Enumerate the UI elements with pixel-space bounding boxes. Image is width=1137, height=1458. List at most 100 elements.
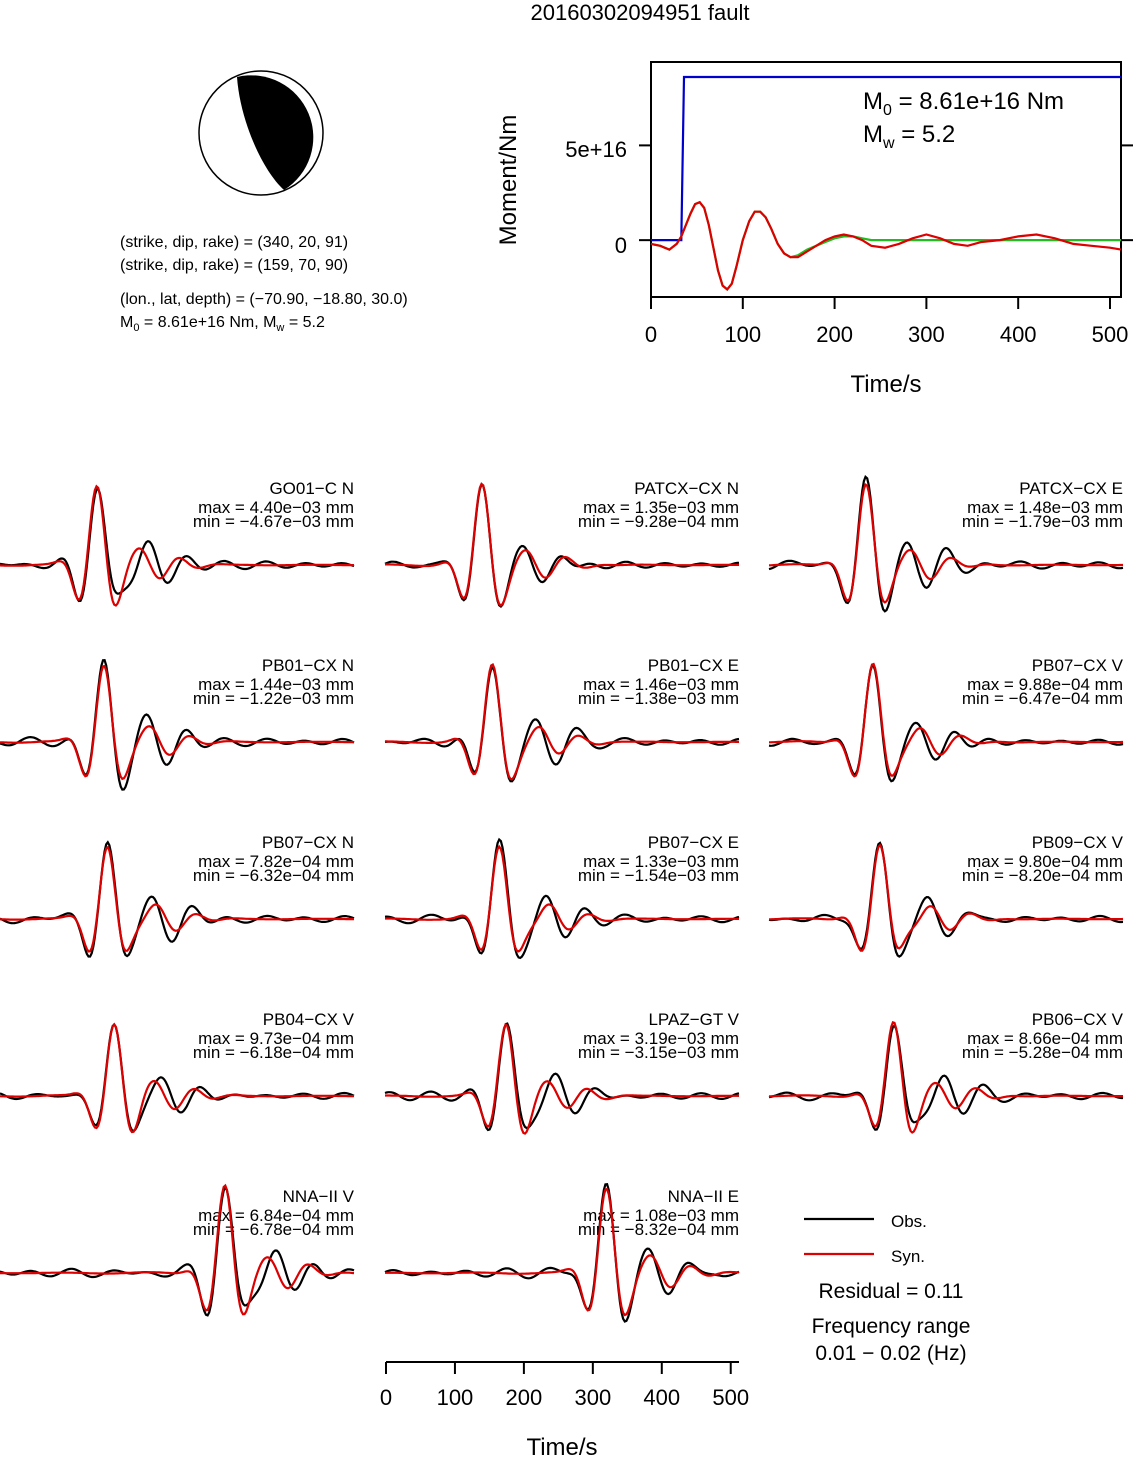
- station-name: PATCX−CX N: [634, 479, 739, 498]
- synthetic-trace: [769, 843, 1124, 952]
- synthetic-trace: [769, 1021, 1123, 1134]
- stf-xtick-label: 400: [1000, 322, 1037, 347]
- legend-syn-label: Syn.: [891, 1247, 925, 1266]
- moment-rate-green-line: [650, 200, 1121, 291]
- station-name: PB01−CX E: [648, 656, 739, 675]
- observed-trace: [768, 1023, 1123, 1131]
- station-max: max = 1.48e−03 mm: [967, 498, 1123, 517]
- nodal-plane-2: (strike, dip, rake) = (159, 70, 90): [120, 257, 348, 274]
- synthetic-trace: [385, 663, 739, 781]
- synthetic-trace: [385, 482, 739, 607]
- station-min: min = −6.32e−04 mm: [193, 866, 354, 885]
- station-name: LPAZ−GT V: [648, 1010, 739, 1029]
- station-max: max = 8.66e−04 mm: [967, 1029, 1123, 1048]
- event-magnitude: M0 = 8.61e+16 Nm, Mw = 5.2: [120, 314, 325, 334]
- station-name: NNA−II E: [668, 1187, 739, 1206]
- station-name: PB04−CX V: [263, 1010, 355, 1029]
- station-min: min = −8.32e−04 mm: [578, 1220, 739, 1239]
- waveform-time-axis: 0 100 200 300 400 500 Time/s: [380, 1361, 749, 1458]
- station-min: min = −1.54e−03 mm: [578, 866, 739, 885]
- synthetic-trace: [0, 664, 354, 781]
- event-location: (lon., lat, depth) = (−70.90, −18.80, 30…: [120, 291, 408, 308]
- cumulative-moment-line: [651, 75, 1121, 242]
- synthetic-trace: [385, 1022, 740, 1135]
- station-max: max = 1.33e−03 mm: [583, 852, 739, 871]
- station-name: PB06−CX V: [1032, 1010, 1124, 1029]
- station-max: max = 4.40e−03 mm: [198, 498, 354, 517]
- station-name: PATCX−CX E: [1019, 479, 1123, 498]
- legend: Obs. Syn. Residual = 0.11 Frequency rang…: [804, 1212, 970, 1365]
- synthetic-trace: [0, 1183, 355, 1316]
- stf-lines: [650, 75, 1122, 291]
- stf-frame: [650, 61, 1122, 298]
- legend-obs-label: Obs.: [891, 1212, 927, 1231]
- moment-rate-red-line: [650, 200, 1122, 291]
- station-min: min = −3.15e−03 mm: [578, 1043, 739, 1062]
- station-max: max = 6.84e−04 mm: [198, 1206, 354, 1225]
- stf-xtick-label: 500: [1092, 322, 1129, 347]
- waveform-xtick-label: 400: [643, 1385, 680, 1410]
- station-max: max = 3.19e−03 mm: [583, 1029, 739, 1048]
- station-max: max = 1.46e−03 mm: [583, 675, 739, 694]
- station-max: max = 9.73e−04 mm: [198, 1029, 354, 1048]
- station-max: max = 9.88e−04 mm: [967, 675, 1123, 694]
- station-max: max = 1.44e−03 mm: [198, 675, 354, 694]
- stf-xtick-label: 100: [724, 322, 761, 347]
- frequency-range-label: Frequency range: [812, 1315, 971, 1338]
- station-name: NNA−II V: [283, 1187, 355, 1206]
- frequency-range-value: 0.01 − 0.02 (Hz): [815, 1342, 966, 1365]
- station-name: PB09−CX V: [1032, 833, 1124, 852]
- stf-ytick-label: 0: [615, 233, 627, 258]
- station-max: max = 1.35e−03 mm: [583, 498, 739, 517]
- stf-axis-ticks: [639, 144, 1133, 309]
- waveform-xtick-label: 200: [506, 1385, 543, 1410]
- waveform-xtick-label: 0: [380, 1385, 392, 1410]
- waveform-x-axis-label: Time/s: [526, 1434, 597, 1458]
- stf-xtick-label: 300: [908, 322, 945, 347]
- observed-trace: [384, 1022, 740, 1132]
- station-name: PB07−CX N: [262, 833, 354, 852]
- station-name: PB07−CX V: [1032, 656, 1124, 675]
- beachball-compression-quadrant: [237, 75, 314, 190]
- synthetic-trace: [385, 844, 739, 953]
- station-min: min = −5.28e−04 mm: [962, 1043, 1123, 1062]
- nodal-plane-1: (strike, dip, rake) = (340, 20, 91): [120, 234, 348, 251]
- station-min: min = −1.38e−03 mm: [578, 689, 739, 708]
- stf-mw-annotation: Mw = 5.2: [863, 121, 955, 152]
- station-name: GO01−C N: [269, 479, 354, 498]
- station-max: max = 9.80e−04 mm: [967, 852, 1123, 871]
- stf-y-axis-label: Moment/Nm: [495, 115, 522, 246]
- station-min: min = −6.47e−04 mm: [962, 689, 1123, 708]
- figure-title: 20160302094951 fault: [531, 0, 750, 25]
- stf-panel: 0 5e+16 0 100 200 300 400 500 Moment/Nm Time/…: [495, 61, 1133, 398]
- stf-m0-annotation: M0 = 8.61e+16 Nm: [863, 88, 1064, 119]
- residual-label: Residual = 0.11: [819, 1280, 964, 1303]
- station-max: max = 1.08e−03 mm: [583, 1206, 739, 1225]
- stf-xtick-labels: 0 100 200 300 400 500: [645, 322, 1128, 347]
- station-min: min = −1.79e−03 mm: [962, 512, 1123, 531]
- station-min: min = −9.28e−04 mm: [578, 512, 739, 531]
- station-name: PB01−CX N: [262, 656, 354, 675]
- stf-xtick-label: 0: [645, 322, 657, 347]
- station-max: max = 7.82e−04 mm: [198, 852, 354, 871]
- beachball-panel: (strike, dip, rake) = (340, 20, 91) (str…: [120, 70, 408, 334]
- synthetic-trace: [0, 845, 354, 953]
- waveform-axis-ticks: 0 100 200 300 400 500: [380, 1362, 749, 1410]
- synthetic-trace: [0, 1022, 354, 1134]
- station-name: PB07−CX E: [648, 833, 739, 852]
